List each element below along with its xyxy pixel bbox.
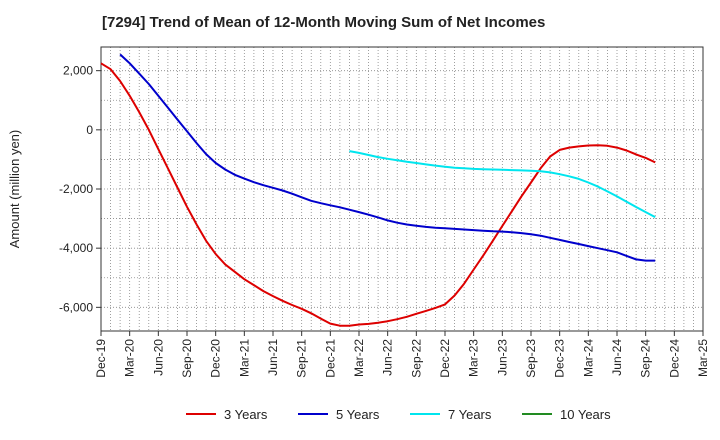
x-tick-label: Sep-21 (295, 339, 309, 378)
x-tick-label: Sep-22 (409, 339, 423, 378)
series-layer (100, 53, 656, 327)
x-tick-label: Sep-23 (524, 339, 538, 378)
y-axis: 2,000 0 -2,000 -4,000 -6,000 (59, 64, 101, 314)
x-tick-label: Mar-25 (696, 339, 710, 377)
x-axis: Dec-19 Mar-20 Jun-20 Sep-20 Dec-20 Mar-21 Jun-… (94, 331, 710, 378)
series-line-5-years (119, 53, 656, 262)
x-tick-label: Jun-24 (610, 339, 624, 376)
y-tick-label: 2,000 (63, 64, 93, 78)
y-axis-title: Amount (million yen) (7, 130, 22, 249)
x-tick-label: Mar-22 (352, 339, 366, 377)
x-tick-label: Jun-20 (151, 339, 165, 376)
chart-title: [7294] Trend of Mean of 12-Month Moving … (102, 14, 546, 31)
legend-label-10-years: 10 Years (560, 407, 611, 422)
y-tick-label: -6,000 (59, 300, 93, 314)
y-tick-label: -4,000 (59, 241, 93, 255)
legend-label-7-years: 7 Years (448, 407, 492, 422)
x-tick-label: Dec-22 (438, 339, 452, 378)
x-tick-label: Jun-21 (266, 339, 280, 376)
x-tick-label: Mar-21 (237, 339, 251, 377)
x-tick-label: Sep-20 (180, 339, 194, 378)
x-tick-label: Dec-24 (667, 339, 681, 378)
x-tick-label: Mar-20 (123, 339, 137, 377)
legend-label-3-years: 3 Years (224, 407, 268, 422)
y-tick-label: -2,000 (59, 182, 93, 196)
series-line-7-years (349, 150, 656, 218)
x-tick-label: Dec-20 (209, 339, 223, 378)
x-tick-label: Jun-22 (381, 339, 395, 376)
x-tick-label: Sep-24 (639, 339, 653, 378)
x-tick-label: Dec-19 (94, 339, 108, 378)
series-line-3-years (100, 62, 656, 327)
x-tick-label: Dec-23 (553, 339, 567, 378)
x-tick-label: Jun-23 (495, 339, 509, 376)
legend-label-5-years: 5 Years (336, 407, 380, 422)
legend: 3 Years 5 Years 7 Years 10 Years (186, 407, 611, 422)
x-tick-label: Mar-24 (581, 339, 595, 377)
y-tick-label: 0 (86, 123, 93, 137)
x-tick-label: Mar-23 (467, 339, 481, 377)
grid (101, 47, 703, 331)
x-tick-label: Dec-21 (323, 339, 337, 378)
